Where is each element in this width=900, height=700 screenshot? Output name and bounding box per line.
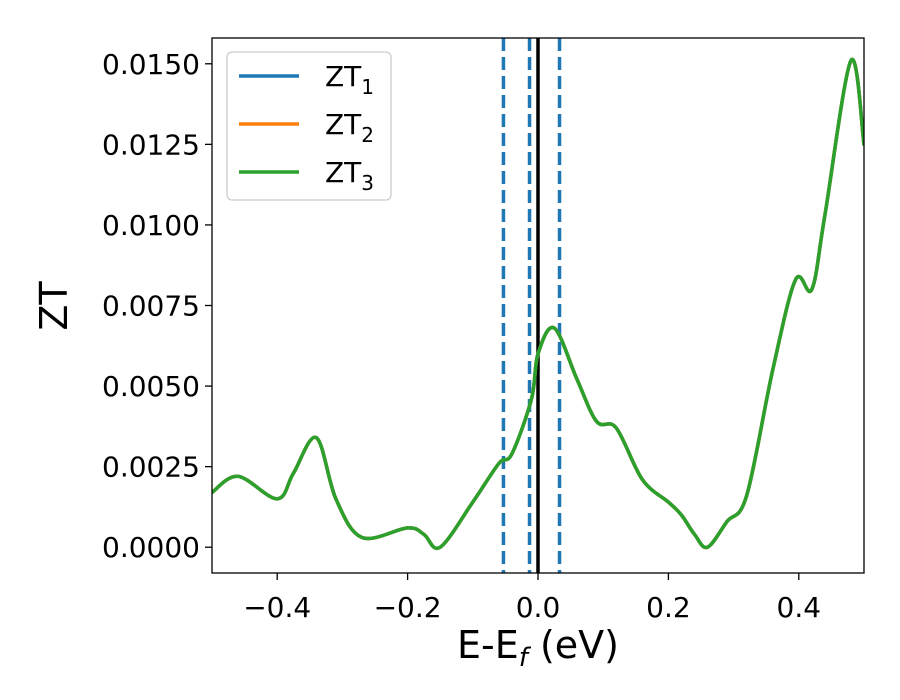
series-lines — [212, 57, 864, 551]
y-tick-label: 0.0000 — [102, 531, 200, 564]
x-tick-label: −0.2 — [374, 591, 442, 624]
y-tick-label: 0.0075 — [102, 290, 200, 323]
x-axis-label: E-Ef (eV) — [457, 623, 619, 673]
x-axis-ticks: −0.4 −0.2 0.0 0.2 0.4 — [243, 573, 821, 624]
series-line-zt3 — [212, 57, 864, 551]
legend-label-zt1: ZT1 — [325, 60, 374, 99]
legend-entries: ZT1 ZT2 ZT3 — [239, 60, 374, 195]
y-axis-label: ZT — [32, 281, 76, 331]
x-tick-label: −0.4 — [243, 591, 311, 624]
legend: ZT1 ZT2 ZT3 — [226, 51, 392, 201]
legend-label-zt3: ZT3 — [325, 156, 374, 195]
y-tick-label: 0.0050 — [102, 370, 200, 403]
y-tick-label: 0.0025 — [102, 451, 200, 484]
reference-lines — [501, 38, 562, 573]
legend-label-zt2: ZT2 — [325, 108, 374, 147]
y-tick-label: 0.0100 — [102, 209, 200, 242]
x-tick-label: 0.0 — [516, 591, 561, 624]
y-tick-label: 0.0125 — [102, 128, 200, 161]
y-tick-label: 0.0150 — [102, 48, 200, 81]
x-tick-label: 0.2 — [646, 591, 691, 624]
y-axis-ticks: 0.0000 0.0025 0.0050 0.0075 0.0100 0.0125 0.01… — [102, 48, 212, 564]
x-tick-label: 0.4 — [777, 591, 822, 624]
legend-frame — [226, 51, 392, 201]
